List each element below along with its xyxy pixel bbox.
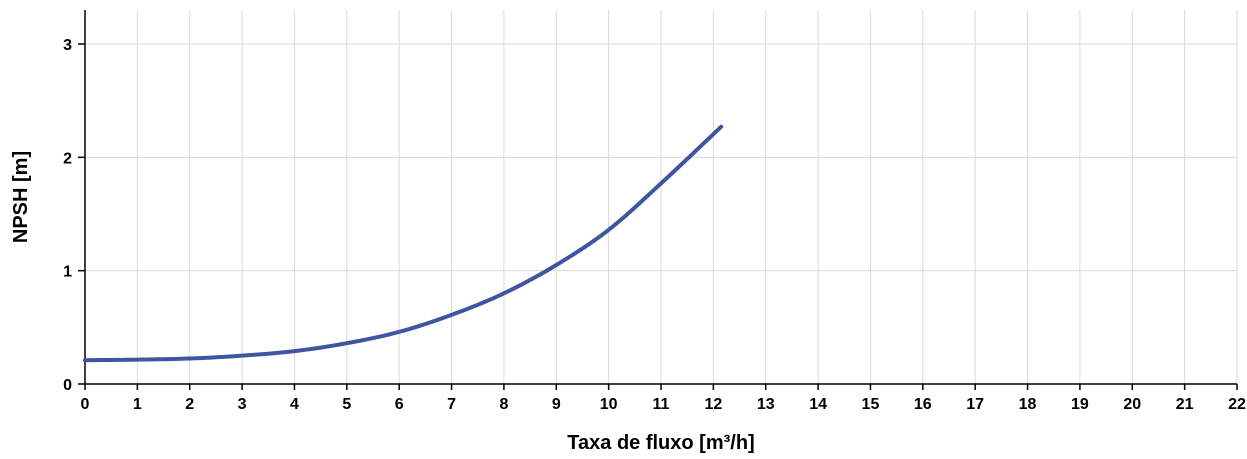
x-tick-label: 15	[862, 396, 880, 413]
x-axis-title: Taxa de fluxo [m³/h]	[567, 432, 754, 454]
x-tick-label: 4	[290, 396, 299, 413]
x-tick-label: 2	[185, 396, 194, 413]
x-tick-label: 8	[499, 396, 508, 413]
y-axis-title: NPSH [m]	[10, 151, 32, 243]
x-tick-label: 16	[914, 396, 932, 413]
x-tick-label: 12	[704, 396, 722, 413]
x-tick-label: 9	[552, 396, 561, 413]
y-tick-label: 1	[63, 264, 72, 281]
x-tick-label: 20	[1123, 396, 1141, 413]
x-tick-label: 22	[1228, 396, 1246, 413]
x-tick-label: 17	[966, 396, 984, 413]
y-tick-label: 0	[63, 377, 72, 394]
x-tick-label: 18	[1019, 396, 1037, 413]
npsh-curve	[83, 124, 724, 363]
x-tick-label: 21	[1176, 396, 1194, 413]
x-tick-label: 7	[447, 396, 456, 413]
x-tick-label: 5	[342, 396, 351, 413]
x-tick-label: 0	[81, 396, 90, 413]
y-tick-label: 2	[63, 150, 72, 167]
x-tick-label: 19	[1071, 396, 1089, 413]
series	[83, 124, 724, 363]
grid	[85, 10, 1238, 384]
x-tick-label: 13	[757, 396, 775, 413]
y-tick-label: 3	[63, 37, 72, 54]
x-tick-label: 10	[600, 396, 618, 413]
x-tick-label: 11	[653, 396, 670, 413]
x-tick-label: 6	[395, 396, 404, 413]
x-tick-label: 3	[238, 396, 247, 413]
x-tick-label: 14	[809, 396, 827, 413]
x-tick-label: 1	[133, 396, 142, 413]
